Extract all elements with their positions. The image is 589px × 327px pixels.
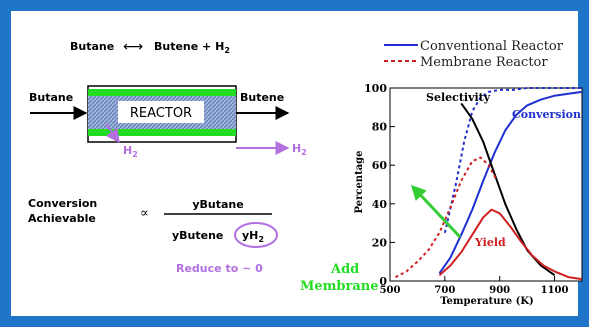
legend-label-conventional: Conventional Reactor <box>420 39 564 54</box>
plot-area <box>389 87 583 282</box>
proportional-symbol: ∝ <box>140 206 149 221</box>
reaction-left: Butane <box>70 40 114 53</box>
equation-denominator-prefix: yButene <box>172 229 223 242</box>
add-membrane-arrow <box>410 184 462 239</box>
y-tick-label: 100 <box>364 82 387 95</box>
legend-label-membrane: Membrane Reactor <box>420 55 548 70</box>
chart-legend: Conventional Reactor Membrane Reactor <box>384 39 564 70</box>
inlet-label: Butane <box>29 91 73 104</box>
permeate-outlet-label: H2 <box>292 142 307 157</box>
equation-denominator-highlight: yH2 <box>242 229 264 244</box>
add-membrane-line1: Add <box>330 262 359 277</box>
y-tick-label: 0 <box>379 275 387 288</box>
reactor-label: REACTOR <box>130 106 192 121</box>
x-tick-label: 700 <box>434 285 455 296</box>
x-axis: 500 700 900 1100 <box>380 276 569 296</box>
x-tick-label: 900 <box>489 285 510 296</box>
equation-numerator: yButane <box>192 198 243 211</box>
series-line-yield-membrane <box>395 156 498 278</box>
outlet-label: Butene <box>240 91 284 104</box>
membrane-wall-top <box>88 89 236 96</box>
x-tick-label: 500 <box>380 285 401 296</box>
series-line-conversion-conventional <box>438 90 583 274</box>
y-tick-label: 60 <box>372 159 388 172</box>
series-line-conversion-membrane <box>443 87 582 234</box>
permeate-arrow <box>105 123 120 144</box>
y-tick-label: 40 <box>372 198 388 211</box>
reaction-arrow: ⟷ <box>123 39 143 55</box>
permeate-label: H2 <box>123 144 138 159</box>
series-line-yield-conventional <box>438 208 583 281</box>
series-layer <box>395 87 583 281</box>
reaction-right: Butene + H2 <box>154 40 230 55</box>
y-axis: 0 20 40 60 80 100 <box>364 82 395 288</box>
equation-lhs-line2: Achievable <box>28 212 96 225</box>
reactor-label-box <box>118 101 204 123</box>
conversion-annotation: Conversion <box>512 108 581 121</box>
highlight-circle <box>234 222 278 248</box>
add-membrane-line2: Membrane <box>300 279 379 294</box>
x-tick-label: 1100 <box>541 285 569 296</box>
selectivity-annotation: Selectivity <box>426 91 491 104</box>
x-axis-label: Temperature (K) <box>440 296 534 307</box>
equation-lhs-line1: Conversion <box>28 197 97 210</box>
reaction-equation: Butane ⟷ Butene + H2 <box>70 39 230 55</box>
y-tick-label: 80 <box>372 121 388 134</box>
conversion-equation: Conversion Achievable ∝ yButane yButene … <box>28 197 278 275</box>
reduce-note: Reduce to ~ 0 <box>176 262 263 275</box>
membrane-wall-bottom <box>88 129 236 136</box>
y-tick-label: 20 <box>372 236 388 249</box>
reactor-schematic: REACTOR Butane Butene H2 H2 <box>29 85 307 159</box>
y-axis-label: Percentage <box>354 150 365 213</box>
yield-annotation: Yield <box>474 236 506 249</box>
add-membrane-label: Add Membrane <box>300 262 379 294</box>
temperature-chart: 0 20 40 60 80 100 500 700 900 1100 Temperature (… <box>354 82 583 307</box>
